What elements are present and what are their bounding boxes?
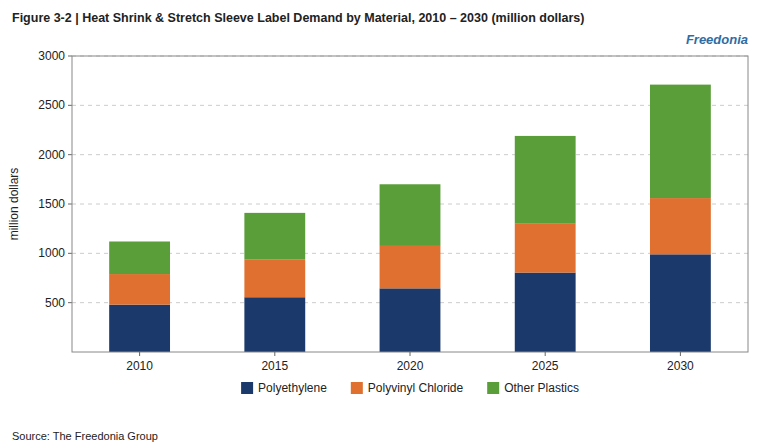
legend: Polyethylene Polyvinyl Chloride Other Plas…	[241, 381, 579, 395]
bar-segment	[380, 184, 441, 246]
chart-svg: Figure 3-2 | Heat Shrink & Stretch Sleev…	[0, 0, 768, 448]
bar-segment	[515, 273, 576, 352]
x-tick-label: 2015	[261, 359, 288, 373]
bar-segment	[109, 241, 170, 274]
x-tick-label: 2020	[397, 359, 424, 373]
bar-segment	[244, 259, 305, 297]
x-tick	[410, 352, 411, 356]
legend-item: Polyvinyl Chloride	[351, 381, 464, 395]
bars	[109, 85, 711, 352]
legend-label: Polyethylene	[258, 381, 327, 395]
bar-segment	[515, 224, 576, 273]
x-axis: 2010 2015 2020 2025 2030	[126, 352, 694, 373]
legend-item: Polyethylene	[241, 381, 327, 395]
y-tick	[68, 253, 72, 254]
legend-item: Other Plastics	[487, 381, 579, 395]
y-axis-label: million dollars	[7, 168, 21, 241]
x-tick	[545, 352, 546, 356]
legend-swatch	[241, 382, 253, 394]
plot-frame	[72, 56, 748, 352]
y-tick-label: 1000	[38, 246, 65, 260]
y-axis: 500 1000 1500 2000 2500 3000	[38, 49, 72, 310]
y-tick	[68, 154, 72, 155]
y-tick	[68, 56, 72, 57]
bar-segment	[650, 254, 711, 352]
x-tick-label: 2030	[667, 359, 694, 373]
y-tick-label: 1500	[38, 197, 65, 211]
x-tick-label: 2025	[532, 359, 559, 373]
y-tick-label: 3000	[38, 49, 65, 63]
bar-segment	[380, 288, 441, 352]
y-tick-label: 2500	[38, 98, 65, 112]
y-tick	[68, 204, 72, 205]
legend-swatch	[351, 382, 363, 394]
chart-container: Figure 3-2 | Heat Shrink & Stretch Sleev…	[0, 0, 768, 448]
bar-segment	[650, 85, 711, 198]
bar-segment	[244, 297, 305, 352]
title: Figure 3-2 | Heat Shrink & Stretch Sleev…	[12, 11, 584, 25]
legend-swatch	[487, 382, 499, 394]
annotation-source: Source: The Freedonia Group	[12, 430, 158, 442]
x-tick	[139, 352, 140, 356]
y-tick	[68, 302, 72, 303]
bar-segment	[244, 213, 305, 259]
y-tick-label: 500	[45, 296, 65, 310]
bar-segment	[109, 305, 170, 352]
bar-segment	[650, 198, 711, 254]
y-tick	[68, 105, 72, 106]
x-tick	[274, 352, 275, 356]
legend-label: Polyvinyl Chloride	[368, 381, 464, 395]
x-tick-label: 2010	[126, 359, 153, 373]
y-tick-label: 2000	[38, 148, 65, 162]
grid-line	[72, 154, 748, 155]
bar-segment	[109, 274, 170, 305]
bar-segment	[515, 136, 576, 224]
grid-line	[72, 105, 748, 106]
annotation-logo: Freedonia	[686, 32, 748, 47]
grid	[72, 56, 748, 303]
legend-label: Other Plastics	[504, 381, 579, 395]
x-tick	[680, 352, 681, 356]
bar-segment	[380, 246, 441, 288]
